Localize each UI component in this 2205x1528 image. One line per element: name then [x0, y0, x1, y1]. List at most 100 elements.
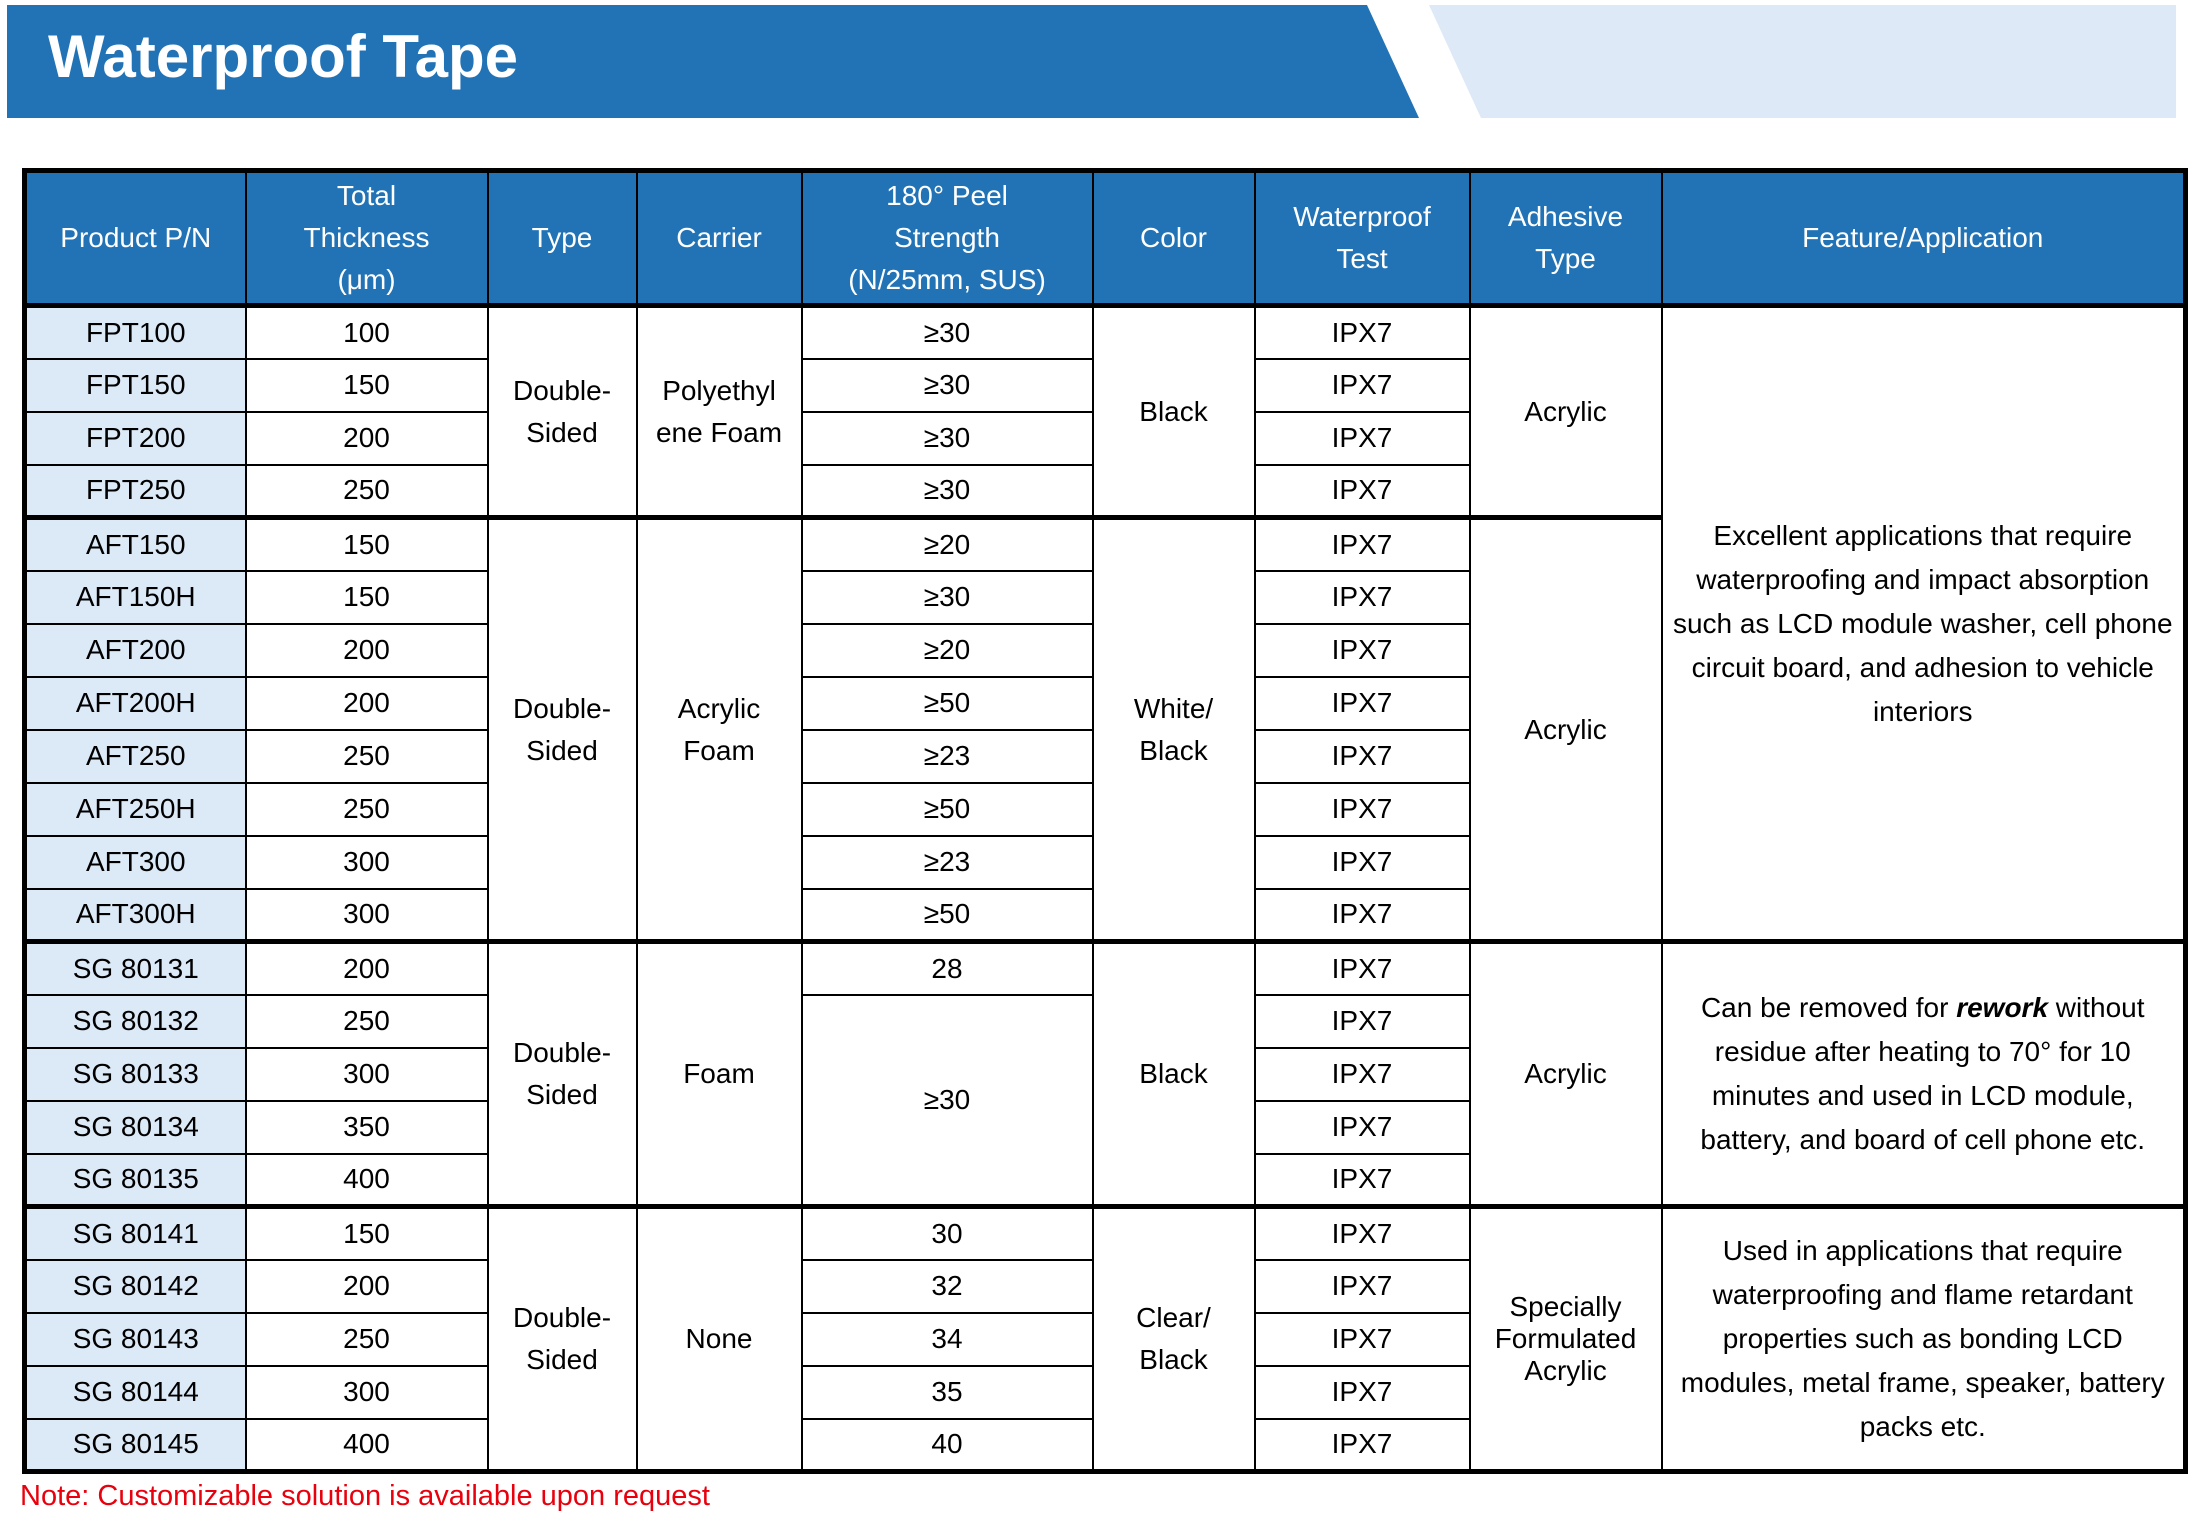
color-cell: Black [1091, 939, 1256, 1208]
waterproof-cell: IPX7 [1253, 1364, 1471, 1420]
page-title: Waterproof Tape [48, 23, 519, 90]
thickness-cell: 300 [244, 1364, 489, 1420]
waterproof-cell: IPX7 [1253, 1258, 1471, 1314]
thickness-cell: 200 [244, 622, 489, 678]
adhesive-cell: Specially Formulated Acrylic [1468, 1204, 1663, 1473]
color-cell: Black [1091, 303, 1256, 519]
table-row: AFT150 150 Double- Sided Acrylic Foam ≥2… [23, 515, 2186, 943]
carrier-cell: Polyethyl ene Foam [635, 303, 803, 519]
table-row: FPT100 100 Double- Sided Polyethyl ene F… [23, 303, 2187, 943]
col-header-type: Type [486, 169, 638, 307]
col-header-adhesive-type: Adhesive Type [1468, 169, 1663, 307]
thickness-cell: 250 [244, 1311, 489, 1367]
pn-cell: FPT200 [23, 410, 247, 466]
peel-cell: ≥23 [800, 834, 1094, 890]
thickness-cell: 250 [244, 781, 489, 837]
col-header-product-pn: Product P/N [23, 169, 247, 307]
waterproof-cell: IPX7 [1253, 569, 1471, 625]
pn-cell: SG 80134 [23, 1099, 247, 1155]
peel-cell: 32 [800, 1258, 1094, 1314]
type-cell: Double- Sided [486, 939, 638, 1208]
carrier-cell: None [635, 1204, 803, 1473]
table-row: FPT200 200 ≥30 IPX7 [23, 410, 2186, 466]
peel-cell: ≥30 [800, 569, 1094, 625]
adhesive-cell: Acrylic [1468, 303, 1663, 519]
pn-cell: SG 80145 [23, 1417, 247, 1473]
waterproof-cell: IPX7 [1253, 622, 1471, 678]
table-row: AFT300 300 ≥23 IPX7 [23, 834, 2186, 890]
thickness-cell: 300 [244, 1046, 489, 1102]
peel-cell: 35 [800, 1364, 1094, 1420]
table-row: SG 80133 300 IPX7 [23, 1046, 2186, 1102]
waterproof-cell: IPX7 [1253, 463, 1471, 519]
thickness-cell: 200 [244, 1258, 489, 1314]
pn-cell: AFT250H [23, 781, 247, 837]
pn-cell: SG 80144 [23, 1364, 247, 1420]
peel-cell: ≥30 [800, 410, 1094, 466]
thickness-cell: 150 [244, 569, 489, 625]
table-row: SG 80134 350 IPX7 [23, 1099, 2186, 1155]
feature-cell: Used in applications that require waterp… [1660, 1204, 2187, 1473]
pn-cell: SG 80132 [23, 993, 247, 1049]
peel-cell: ≥50 [800, 887, 1094, 943]
table-row: FPT150 150 ≥30 IPX7 [23, 357, 2186, 413]
peel-cell: ≥30 [800, 357, 1094, 413]
thickness-cell: 400 [244, 1417, 489, 1473]
thickness-cell: 200 [244, 675, 489, 731]
type-cell: Double- Sided [486, 515, 638, 943]
peel-cell: ≥30 [800, 303, 1094, 360]
pn-cell: SG 80131 [23, 939, 247, 996]
feature-text-emphasis: rework [1956, 992, 2049, 1023]
spec-table: Product P/N Total Thickness (μm) Type Ca… [22, 168, 2188, 1474]
feature-cell: Excellent applications that require wate… [1660, 303, 2187, 943]
waterproof-cell: IPX7 [1253, 410, 1471, 466]
table-row: SG 80144 300 35 IPX7 [23, 1364, 2186, 1420]
waterproof-cell: IPX7 [1253, 303, 1471, 360]
thickness-cell: 250 [244, 993, 489, 1049]
pn-cell: AFT200H [23, 675, 247, 731]
thickness-cell: 300 [244, 834, 489, 890]
thickness-cell: 100 [244, 303, 489, 360]
adhesive-cell: Acrylic [1468, 939, 1663, 1208]
pn-cell: AFT300 [23, 834, 247, 890]
pn-cell: FPT250 [23, 463, 247, 519]
pn-cell: AFT300H [23, 887, 247, 943]
carrier-cell: Acrylic Foam [635, 515, 803, 943]
waterproof-cell: IPX7 [1253, 887, 1471, 943]
thickness-cell: 200 [244, 939, 489, 996]
thickness-cell: 400 [244, 1152, 489, 1208]
peel-cell: ≥50 [800, 781, 1094, 837]
waterproof-cell: IPX7 [1253, 675, 1471, 731]
col-header-thickness: Total Thickness (μm) [244, 169, 489, 307]
table-row: SG 80142 200 32 IPX7 [23, 1258, 2186, 1314]
type-cell: Double- Sided [486, 303, 638, 519]
waterproof-cell: IPX7 [1253, 515, 1471, 572]
feature-text: without residue after heating to 70° for… [1700, 992, 2146, 1155]
color-cell: Clear/ Black [1091, 1204, 1256, 1473]
table-row: SG 80131 200 Double- Sided Foam 28 Black… [23, 939, 2187, 1208]
title-banner [7, 5, 1419, 118]
table-row: SG 80132 250 ≥30 IPX7 [23, 993, 2186, 1208]
pn-cell: SG 80142 [23, 1258, 247, 1314]
waterproof-cell: IPX7 [1253, 1311, 1471, 1367]
waterproof-cell: IPX7 [1253, 993, 1471, 1049]
carrier-cell: Foam [635, 939, 803, 1208]
thickness-cell: 250 [244, 463, 489, 519]
peel-cell: ≥20 [800, 515, 1094, 572]
pn-cell: AFT200 [23, 622, 247, 678]
waterproof-cell: IPX7 [1253, 834, 1471, 890]
waterproof-cell: IPX7 [1253, 1417, 1471, 1473]
banner-accent-stripe [1429, 5, 2176, 118]
table-row: FPT250 250 ≥30 IPX7 [23, 463, 2186, 519]
peel-cell: 34 [800, 1311, 1094, 1367]
waterproof-cell: IPX7 [1253, 728, 1471, 784]
thickness-cell: 150 [244, 515, 489, 572]
col-header-feature-application: Feature/Application [1660, 169, 2187, 307]
pn-cell: SG 80135 [23, 1152, 247, 1208]
peel-cell: ≥23 [800, 728, 1094, 784]
thickness-cell: 300 [244, 887, 489, 943]
adhesive-cell: Acrylic [1468, 515, 1663, 943]
table-row: AFT200H 200 ≥50 IPX7 [23, 675, 2186, 731]
pn-cell: SG 80133 [23, 1046, 247, 1102]
table-row: SG 80145 400 40 IPX7 [23, 1417, 2186, 1473]
